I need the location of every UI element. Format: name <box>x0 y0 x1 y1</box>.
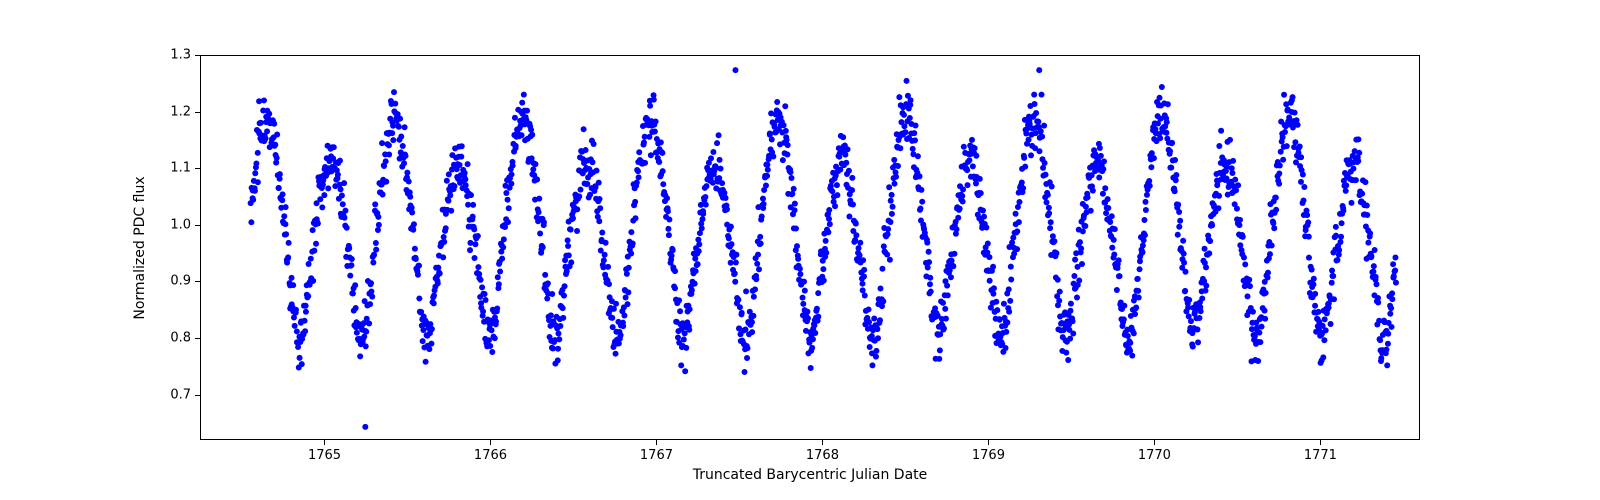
x-tick-label: 1769 <box>972 448 1005 463</box>
y-tick-mark <box>195 281 200 282</box>
x-tick-label: 1765 <box>308 448 341 463</box>
y-tick-label: 1.1 <box>170 161 191 176</box>
x-tick-mark <box>822 440 823 445</box>
x-tick-mark <box>1320 440 1321 445</box>
x-tick-mark <box>988 440 989 445</box>
scatter-points-layer <box>201 56 1421 441</box>
x-tick-mark <box>324 440 325 445</box>
y-axis-label: Normalized PDC flux <box>132 176 148 319</box>
y-tick-mark <box>195 225 200 226</box>
scatter-plot-axes <box>200 55 1420 440</box>
x-tick-label: 1766 <box>474 448 507 463</box>
x-tick-label: 1767 <box>640 448 673 463</box>
x-tick-label: 1770 <box>1138 448 1171 463</box>
figure: 1765 1766 1767 1768 1769 1770 1771 0.7 0.8 0.9 1.… <box>0 0 1600 500</box>
y-tick-mark <box>195 112 200 113</box>
y-tick-mark <box>195 168 200 169</box>
x-tick-mark <box>656 440 657 445</box>
y-tick-mark <box>195 395 200 396</box>
x-tick-label: 1771 <box>1304 448 1337 463</box>
x-tick-mark <box>1154 440 1155 445</box>
y-tick-mark <box>195 55 200 56</box>
x-axis-label: Truncated Barycentric Julian Date <box>693 467 928 483</box>
scatter-series <box>248 67 1399 430</box>
x-tick-label: 1768 <box>806 448 839 463</box>
y-tick-label: 1.2 <box>170 104 191 119</box>
y-tick-label: 0.7 <box>170 387 191 402</box>
y-tick-label: 0.9 <box>170 274 191 289</box>
y-tick-mark <box>195 338 200 339</box>
y-tick-label: 1.0 <box>170 217 191 232</box>
y-tick-label: 0.8 <box>170 331 191 346</box>
y-tick-label: 1.3 <box>170 48 191 63</box>
x-tick-mark <box>490 440 491 445</box>
